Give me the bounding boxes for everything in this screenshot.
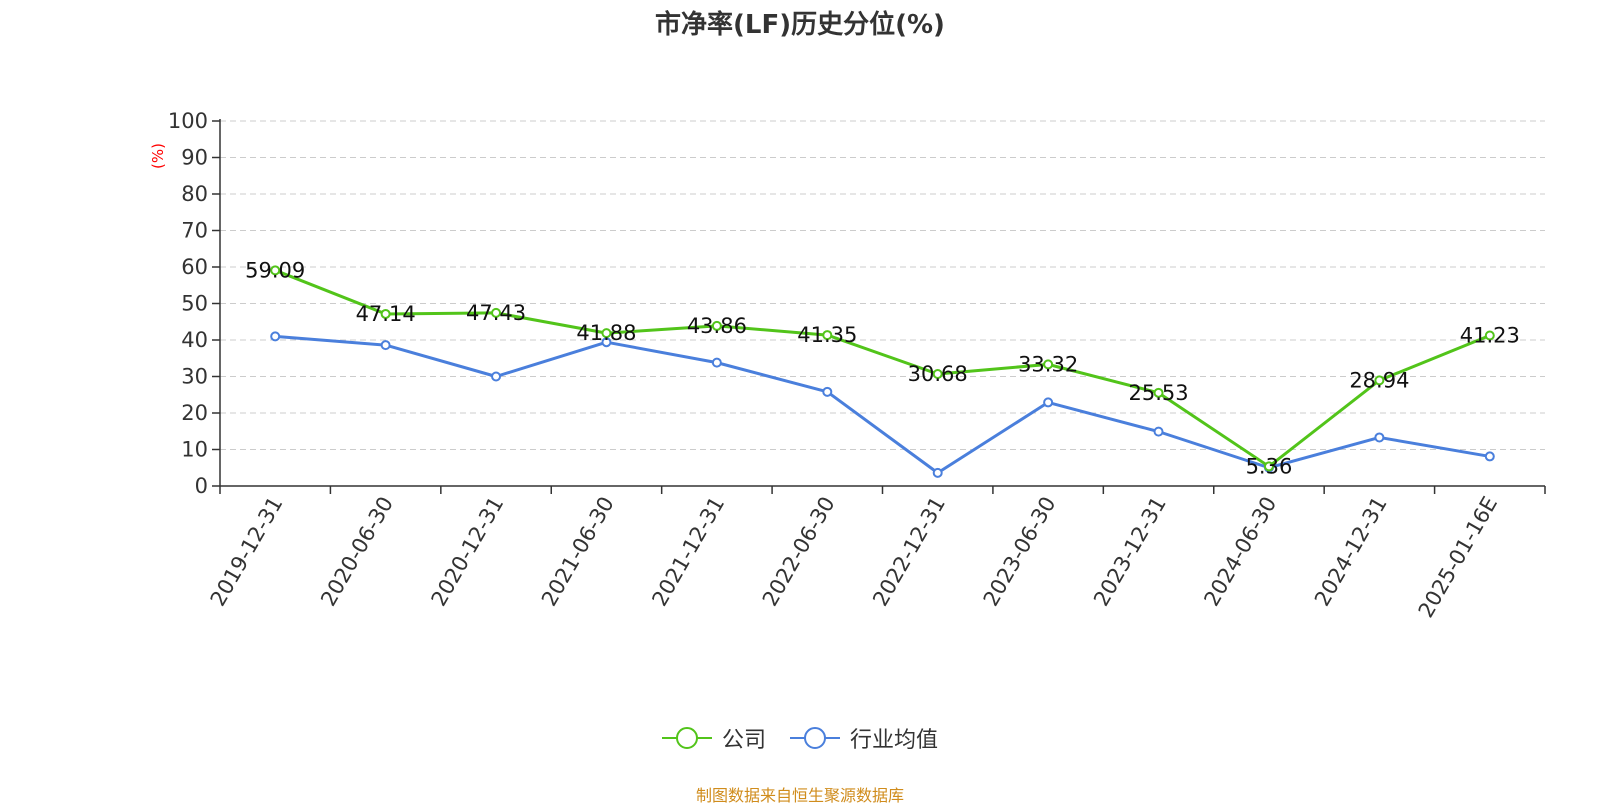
point-industry-average-7 <box>1043 397 1054 408</box>
point-company-10 <box>1374 375 1385 386</box>
point-industry-average-5 <box>822 386 833 397</box>
point-company-0 <box>270 265 281 276</box>
legend-marker-company-icon <box>661 726 712 750</box>
series-line-company <box>274 268 1491 468</box>
legend-marker-industry-icon <box>790 726 840 750</box>
data-label-company-1: 47.14 <box>356 302 416 326</box>
point-company-8 <box>1153 387 1164 398</box>
y-tick-label-90: 90 <box>181 146 208 170</box>
legend-label-company: 公司 <box>721 728 766 753</box>
x-tick-label-2019-12-31: 2019-12-31 <box>206 493 288 611</box>
data-label-company-5: 41.35 <box>797 323 857 347</box>
y-tick-label-70: 70 <box>181 219 208 243</box>
x-tick-label-2021-12-31: 2021-12-31 <box>647 493 729 611</box>
data-labels: 59.09 47.14 47.43 41.88 43.86 41.35 30.68 33.32… <box>245 258 1520 478</box>
x-tick-label-2024-06-30: 2024-06-30 <box>1199 493 1281 611</box>
data-label-company-10: 28.94 <box>1349 368 1409 392</box>
point-industry-average-4 <box>711 357 722 368</box>
point-industry-average-10 <box>1374 432 1385 443</box>
point-industry-average-3 <box>601 337 612 348</box>
point-company-9 <box>1263 461 1274 472</box>
point-company-5 <box>822 330 833 341</box>
legend: 公司 行业均值 <box>0 722 1600 754</box>
data-label-company-4: 43.86 <box>687 314 747 338</box>
x-tick-label-2024-12-31: 2024-12-31 <box>1310 493 1392 611</box>
data-label-company-8: 25.53 <box>1128 381 1188 405</box>
data-label-company-6: 30.68 <box>908 362 968 386</box>
y-tick-label-60: 60 <box>181 255 208 279</box>
point-company-7 <box>1043 359 1054 370</box>
legend-label-industry-average: 行业均值 <box>850 728 939 753</box>
y-tick-label-80: 80 <box>181 182 208 206</box>
data-label-company-3: 41.88 <box>576 321 636 345</box>
point-company-4 <box>711 320 722 331</box>
y-axis-label: (%) <box>149 143 167 169</box>
data-label-company-2: 47.43 <box>466 301 526 325</box>
x-tick-label-2022-06-30: 2022-06-30 <box>758 493 840 611</box>
y-tick-label-20: 20 <box>181 401 208 425</box>
y-tick-label-50: 50 <box>181 292 208 316</box>
point-industry-average-1 <box>380 340 391 351</box>
point-industry-average-2 <box>491 371 502 382</box>
x-tick-label-2025-01-16E: 2025-01-16E <box>1414 493 1502 622</box>
point-company-1 <box>380 308 391 319</box>
x-tick-label-2022-12-31: 2022-12-31 <box>868 492 950 610</box>
series-line-industry-average <box>275 334 1491 475</box>
y-tick-label-10: 10 <box>181 438 208 462</box>
legend-item-industry-average[interactable]: 行业均值 <box>790 722 938 754</box>
x-tick-label-2020-06-30: 2020-06-30 <box>316 493 398 611</box>
x-tick-label-2020-12-31: 2020-12-31 <box>427 492 509 610</box>
x-tick-label-2023-06-30: 2023-06-30 <box>979 493 1061 611</box>
y-tick-label-100: 100 <box>168 109 208 133</box>
point-industry-average-8 <box>1153 426 1164 437</box>
point-company-2 <box>491 307 502 318</box>
axes: 0 10 20 30 40 50 60 70 80 90 100(%) 2019-12-31 2020-… <box>149 109 1546 622</box>
point-industry-average-6 <box>932 467 943 478</box>
chart-title: 市净率(LF)历史分位(%) <box>655 10 945 40</box>
y-tick-label-40: 40 <box>181 328 208 352</box>
data-label-company-0: 59.09 <box>245 258 305 282</box>
x-tick-label-2023-12-31: 2023-12-31 <box>1089 493 1171 611</box>
legend-item-company[interactable]: 公司 <box>661 722 766 754</box>
point-company-3 <box>601 328 612 339</box>
point-industry-average-0 <box>270 331 281 342</box>
series-lines <box>270 265 1495 478</box>
point-industry-average-11 <box>1484 451 1495 462</box>
x-tick-label-2021-06-30: 2021-06-30 <box>537 493 619 611</box>
point-company-11 <box>1484 330 1495 341</box>
data-label-company-11: 41.23 <box>1460 324 1520 348</box>
y-tick-label-30: 30 <box>181 365 208 389</box>
data-label-company-9: 5.36 <box>1246 454 1293 478</box>
point-company-6 <box>932 369 943 380</box>
y-tick-label-0: 0 <box>195 474 208 498</box>
data-source-note: 制图数据来自恒生聚源数据库 <box>695 786 904 805</box>
data-label-company-7: 33.32 <box>1018 352 1078 376</box>
grid-lines <box>220 120 1545 450</box>
